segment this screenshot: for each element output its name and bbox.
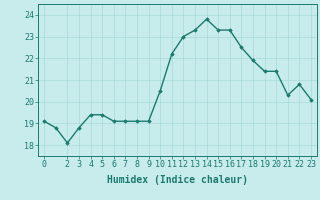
X-axis label: Humidex (Indice chaleur): Humidex (Indice chaleur) bbox=[107, 175, 248, 185]
